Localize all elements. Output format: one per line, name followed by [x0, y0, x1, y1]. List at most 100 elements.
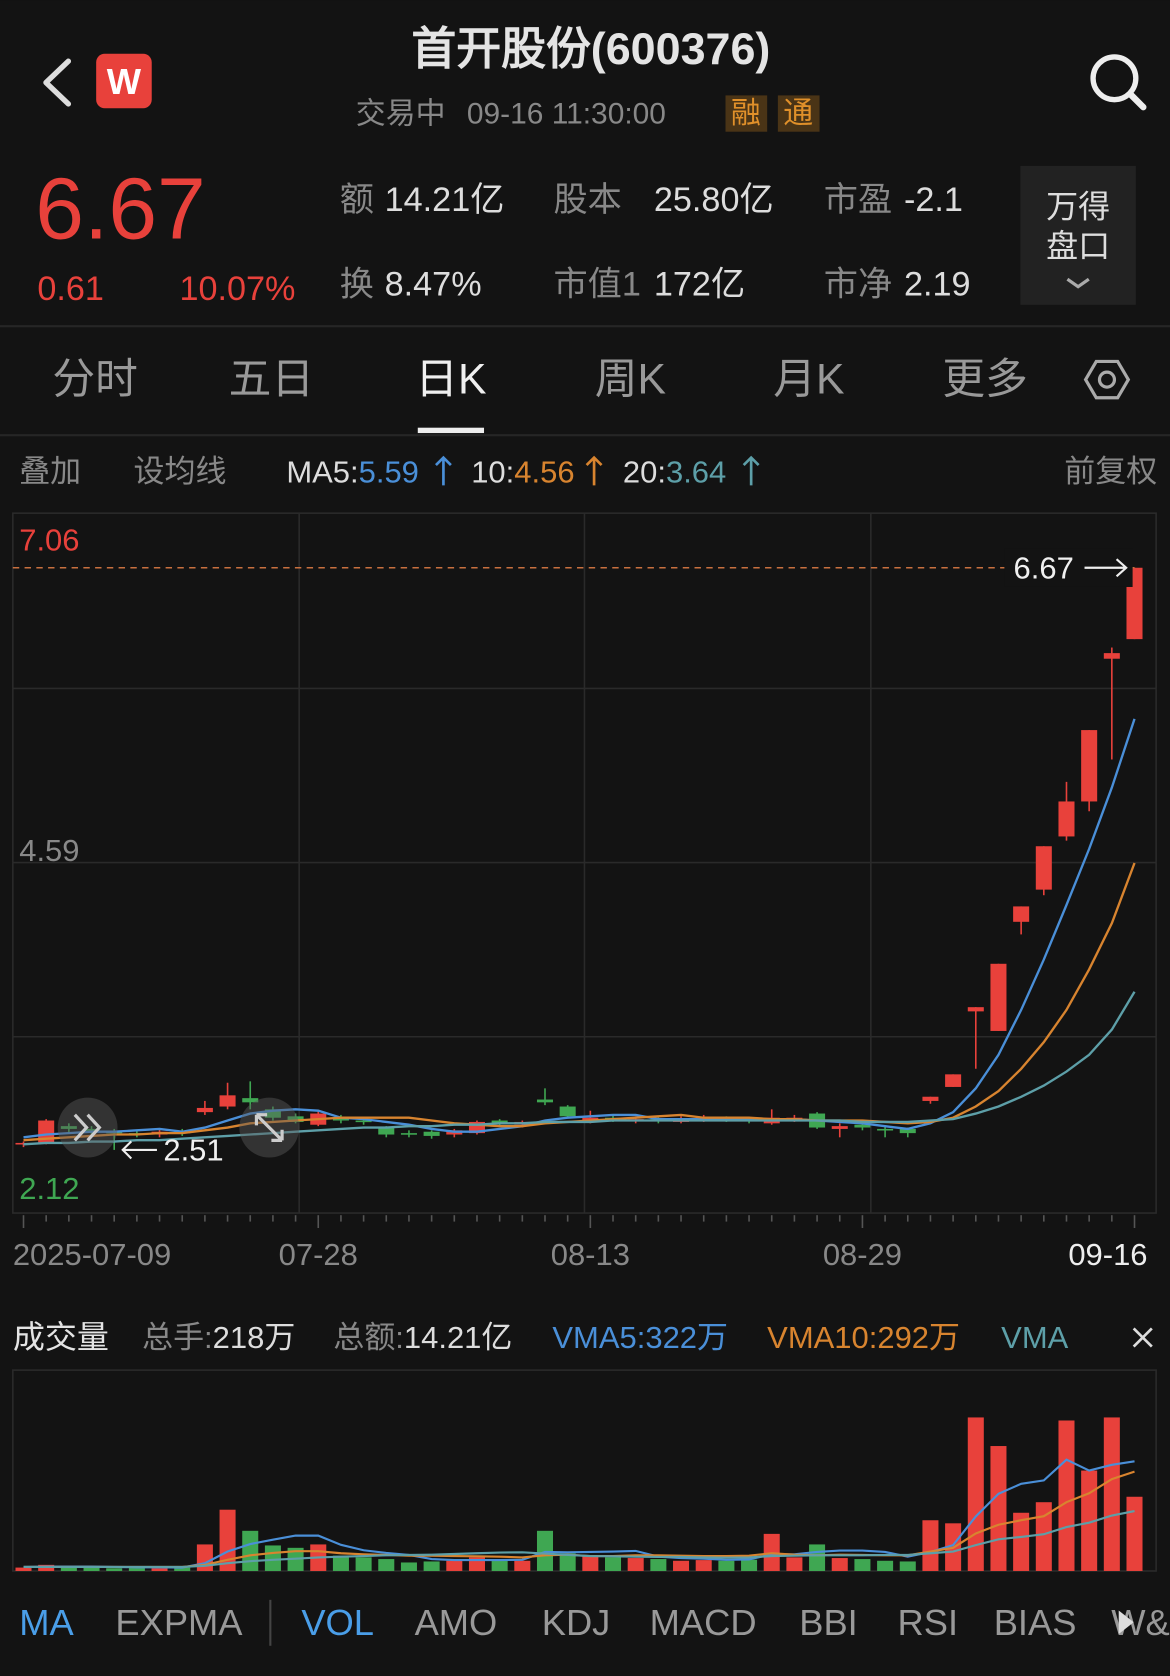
vma-legend: VMA10:292万: [767, 1319, 960, 1354]
volume-bar: [673, 1560, 690, 1571]
indicator-tab[interactable]: BIAS: [994, 1602, 1077, 1643]
candle-body: [1081, 730, 1098, 802]
vma-value: 322万: [645, 1319, 728, 1354]
label: 总手:: [142, 1319, 213, 1354]
ma-trend-arrow: [585, 455, 603, 486]
indicator-tab[interactable]: VOL: [301, 1602, 374, 1643]
volume-title: 成交量: [13, 1319, 109, 1355]
stat-label: 市净: [824, 266, 892, 304]
ma-line: [23, 718, 1136, 1139]
panel-button-text: 盘口: [1046, 228, 1110, 264]
indicator-tab[interactable]: MA: [19, 1602, 74, 1643]
tab[interactable]: 日K: [415, 356, 487, 404]
volume-bar: [559, 1553, 576, 1571]
volume-bar: [786, 1557, 803, 1571]
y-tick-label: 4.59: [19, 833, 79, 868]
stat-value: 14.21亿: [385, 181, 505, 219]
panel-button-text: 万得: [1046, 189, 1110, 225]
volume-bar: [990, 1446, 1007, 1571]
toolbar-button[interactable]: 叠加: [19, 454, 81, 489]
y-tick-label: 2.12: [19, 1171, 79, 1206]
candle-body: [60, 1126, 77, 1129]
back-button[interactable]: [43, 58, 72, 107]
trade-status: 交易中: [356, 97, 446, 130]
tab[interactable]: 周K: [595, 356, 667, 404]
volume-bar: [83, 1567, 100, 1571]
toolbar-button[interactable]: 设均线: [134, 454, 227, 489]
tab[interactable]: 更多: [942, 356, 1027, 404]
candle-body: [332, 1117, 349, 1121]
candle-body: [242, 1098, 259, 1103]
candle-body: [877, 1128, 894, 1131]
volume-bar: [219, 1509, 236, 1571]
panel-button[interactable]: 万得 盘口: [1020, 165, 1136, 305]
ma-legend: 20:3.64: [623, 454, 726, 489]
indicator-tab[interactable]: BBI: [799, 1602, 858, 1643]
candle-body: [990, 963, 1007, 1031]
indicator-tab[interactable]: AMO: [415, 1602, 498, 1643]
volume-bar: [877, 1560, 894, 1571]
indicator-tab[interactable]: RSI: [898, 1602, 959, 1643]
change-pct: 10.07%: [180, 270, 296, 308]
stat-label: 额: [340, 181, 374, 219]
indicator-tab[interactable]: MACD: [650, 1602, 757, 1643]
volume-bar: [264, 1545, 281, 1571]
stat-value: 25.80亿: [654, 181, 774, 219]
stat-value: 2.19: [904, 266, 971, 304]
x-tick-label: 2025-07-09: [13, 1237, 171, 1272]
volume-bar: [151, 1568, 168, 1571]
stat-value: 8.47%: [385, 266, 482, 304]
stat-label: 换: [340, 266, 374, 304]
volume-bar: [60, 1566, 77, 1571]
candle-body: [1103, 653, 1120, 659]
vma-legend: VMA5:322万 VMA10:292万 VMA: [552, 1319, 1068, 1354]
search-button[interactable]: [1090, 54, 1147, 111]
x-tick-label: 08-13: [551, 1237, 630, 1272]
volume-bar: [15, 1567, 32, 1571]
volume-bar: [899, 1561, 916, 1571]
candle-body: [945, 1074, 962, 1087]
volume-bar: [695, 1560, 712, 1571]
ma-legend: MA5:5.59: [286, 454, 419, 489]
volume-bar: [718, 1560, 735, 1571]
close-button[interactable]: [1132, 1327, 1153, 1348]
tag-bg: [725, 95, 768, 132]
tab[interactable]: 月K: [773, 356, 845, 404]
candle-body: [922, 1096, 939, 1101]
ma-trend-arrow: [435, 455, 452, 486]
tag: 通: [783, 97, 813, 130]
vma-line: [23, 1458, 1135, 1569]
candle-body: [287, 1116, 304, 1122]
ma-name: 20:: [623, 454, 666, 489]
ma-name: 10:: [471, 454, 514, 489]
y-tick-label: 7.06: [19, 522, 79, 557]
candle-body: [264, 1109, 281, 1118]
volume-bar: [491, 1559, 508, 1571]
more-arrow[interactable]: [1118, 1610, 1134, 1635]
price: 6.67: [35, 160, 206, 258]
volume-bar: [831, 1558, 848, 1571]
logo-text: W: [107, 61, 142, 102]
volume-bar: [967, 1417, 984, 1571]
volume-bar: [174, 1567, 191, 1571]
stat-value: 172亿: [654, 266, 745, 304]
tab[interactable]: 五日: [229, 356, 314, 404]
vma-legend: VMA5:322万: [552, 1319, 728, 1354]
candle-body: [219, 1095, 236, 1107]
volume-bar: [1103, 1417, 1120, 1571]
candle-body: [355, 1120, 372, 1123]
stat-label: 股本: [553, 181, 621, 219]
volume-bar: [400, 1562, 417, 1571]
expand-icon: [254, 1113, 284, 1142]
candle-body: [423, 1131, 440, 1136]
settings-button[interactable]: [1083, 359, 1131, 400]
volume-bar: [128, 1567, 145, 1571]
indicator-tab[interactable]: EXPMA: [115, 1602, 243, 1643]
volume-total: 总手:218万: [142, 1319, 295, 1354]
value: 14.21亿: [404, 1319, 512, 1354]
toolbar-button[interactable]: 前复权: [1064, 454, 1157, 489]
ma-value: 3.64: [666, 454, 726, 489]
candle-body: [1058, 801, 1075, 837]
indicator-tab[interactable]: KDJ: [542, 1602, 611, 1643]
tab[interactable]: 分时: [52, 356, 137, 404]
